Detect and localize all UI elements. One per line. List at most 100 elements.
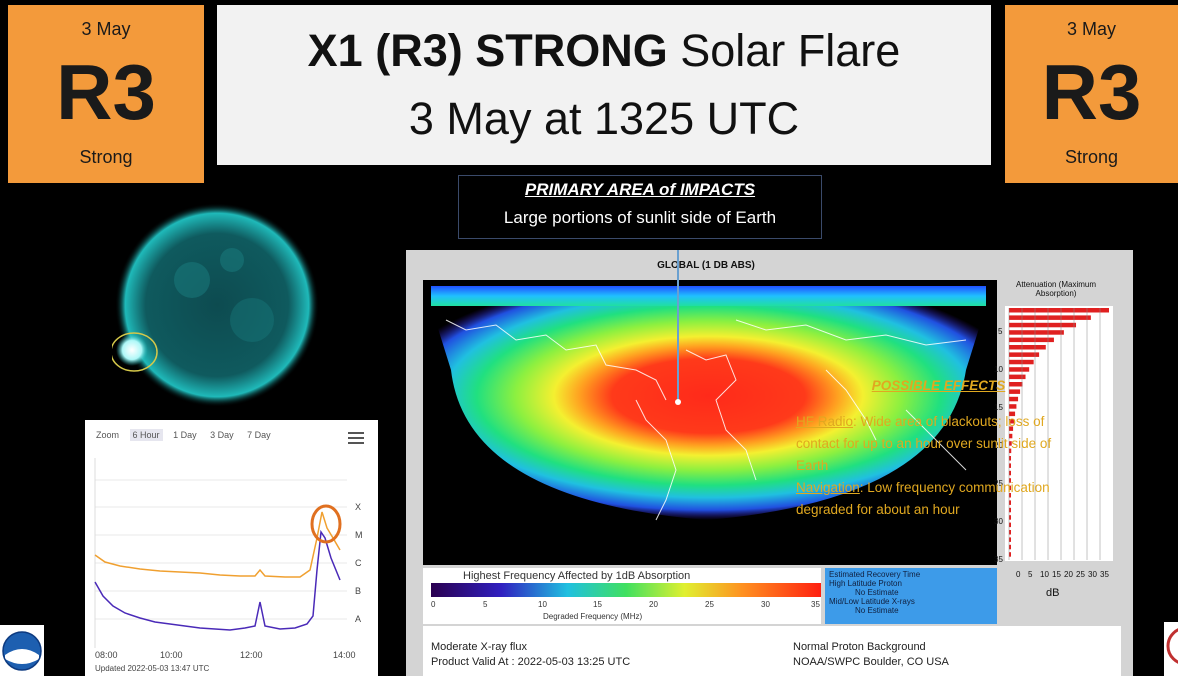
badge-date: 3 May — [1066, 19, 1117, 39]
recovery-title: Estimated Recovery Time — [829, 570, 921, 579]
navigation-label: Navigation — [796, 480, 860, 495]
hf-radio-label: HF Radio — [796, 414, 854, 429]
attenuation-bar — [1009, 345, 1046, 350]
attenuation-bar — [1009, 530, 1011, 535]
class-label-m: M — [355, 530, 363, 540]
attenuation-bar — [1009, 352, 1040, 357]
colorbar-tick: 0 — [431, 600, 436, 609]
impact-box: PRIMARY AREA of IMPACTS Large portions o… — [458, 175, 822, 239]
d-region-absorption-map: GLOBAL (1 DB ABS) — [406, 250, 1133, 676]
attenuation-bar — [1009, 507, 1011, 513]
atten-x-tick: 25 — [1076, 570, 1085, 579]
noaa-logo-icon — [0, 625, 44, 676]
flare-marker — [112, 332, 158, 372]
source-credit: NOAA/SWPC Boulder, CO USA — [793, 656, 949, 668]
attenuation-bar — [1009, 367, 1030, 372]
attenuation-bar — [1009, 419, 1014, 424]
atten-x-tick: 30 — [1088, 570, 1097, 579]
attenuation-bar — [1009, 359, 1034, 365]
r3-badge-left: 3 May R3 Strong — [8, 5, 204, 183]
flare-spot — [116, 334, 148, 366]
recovery-line: No Estimate — [855, 606, 899, 615]
atten-unit: dB — [1046, 587, 1059, 599]
zoom-7-day-button[interactable]: 7 Day — [247, 430, 271, 440]
atten-x-tick: 35 — [1100, 570, 1109, 579]
colorbar-title: Highest Frequency Affected by 1dB Absorp… — [463, 570, 691, 582]
attenuation-bar — [1009, 374, 1026, 380]
hf-radio-effect: HF Radio: Wide area of blackouts; loss o… — [796, 411, 1061, 477]
nws-logo-icon — [1164, 622, 1178, 676]
recovery-time-box: Estimated Recovery Time High Latitude Pr… — [825, 568, 997, 624]
attenuation-bar — [1009, 493, 1011, 498]
atten-x-tick: 5 — [1028, 570, 1033, 579]
map-graphic: 5 10 15 20 25 30 35 0 5 10 15 20 25 30 3… — [423, 250, 1113, 599]
attenuation-bar — [1009, 515, 1011, 520]
title-line-2: 3 May at 1325 UTC — [408, 93, 800, 144]
attenuation-bar — [1009, 456, 1011, 461]
recovery-line: No Estimate — [855, 588, 899, 597]
navigation-text: : Low frequency communication degraded f… — [796, 480, 1050, 517]
zoom-label: Zoom — [96, 430, 120, 440]
class-label-a: A — [355, 614, 361, 624]
r3-badge-right: 3 May R3 Strong — [1005, 5, 1178, 183]
attenuation-bar — [1009, 308, 1109, 313]
goes-plot: X M C B A 08:00 10:00 12:00 14:00 Update… — [94, 458, 363, 673]
colorbar-tick: 10 — [538, 600, 547, 609]
navigation-effect: Navigation: Low frequency communication … — [796, 477, 1061, 521]
class-label-b: B — [355, 586, 361, 596]
attenuation-bar — [1009, 315, 1091, 320]
attenuation-bar — [1009, 404, 1017, 409]
colorbar-tick: 30 — [761, 600, 770, 609]
attenuation-bar — [1009, 544, 1011, 550]
colorbar-tick: 35 — [811, 600, 820, 609]
colorbar-label: Degraded Frequency (MHz) — [543, 612, 643, 621]
sun-image — [112, 203, 319, 407]
possible-effects: POSSIBLE EFFECTS HF Radio: Wide area of … — [796, 375, 1061, 521]
attenuation-bar — [1009, 522, 1011, 528]
short-channel-series — [94, 529, 341, 631]
map-footer: Moderate X-ray flux Product Valid At : 2… — [423, 626, 1121, 676]
zoom-3-day-button[interactable]: 3 Day — [210, 430, 234, 440]
impact-title: PRIMARY AREA of IMPACTS — [524, 180, 756, 199]
attenuation-bar — [1009, 485, 1011, 491]
atten-x-tick: 20 — [1064, 570, 1073, 579]
attenuation-bar — [1009, 463, 1011, 468]
attenuation-bar — [1009, 537, 1011, 542]
badge-label: Strong — [79, 147, 133, 167]
class-label-x: X — [355, 502, 361, 512]
title-rest: Solar Flare — [667, 25, 901, 76]
attenuation-bar — [1009, 433, 1013, 439]
long-channel-series — [94, 511, 341, 578]
atten-x-tick: 15 — [1052, 570, 1061, 579]
hamburger-menu-icon[interactable] — [348, 432, 364, 444]
colorbar — [431, 583, 821, 597]
atten-tick: 20 — [994, 441, 1003, 450]
attenuation-bar — [1009, 448, 1012, 454]
colorbar-panel: Highest Frequency Affected by 1dB Absorp… — [423, 568, 821, 624]
badge-code: R3 — [1041, 48, 1142, 136]
title-box: X1 (R3) STRONG Solar Flare 3 May at 1325… — [217, 5, 991, 165]
x-tick-1400: 14:00 — [333, 650, 356, 660]
attenuation-bar — [1009, 500, 1011, 505]
attenuation-bar — [1009, 552, 1011, 557]
attenuation-bar — [1009, 478, 1011, 483]
proton-status: Normal Proton Background — [793, 641, 926, 653]
attenuation-title: Attenuation (Maximum Absorption) — [1015, 280, 1097, 298]
x-tick-1000: 10:00 — [160, 650, 183, 660]
updated-timestamp: Updated 2022-05-03 13:47 UTC — [95, 664, 210, 673]
badge-code: R3 — [56, 48, 156, 136]
title-line-1: X1 (R3) STRONG Solar Flare — [217, 25, 991, 77]
attenuation-bar — [1009, 337, 1054, 343]
zoom-1-day-button[interactable]: 1 Day — [173, 430, 197, 440]
atten-tick: 10 — [994, 365, 1003, 374]
effects-title: POSSIBLE EFFECTS — [871, 378, 1006, 393]
colorbar-tick: 25 — [705, 600, 714, 609]
attenuation-bar — [1009, 322, 1077, 328]
title-bold: X1 (R3) STRONG — [307, 25, 668, 76]
attenuation-bar — [1009, 470, 1011, 476]
zoom-controls: Zoom 6 Hour 1 Day 3 Day 7 Day — [93, 429, 279, 441]
recovery-line: Mid/Low Latitude X-rays — [829, 597, 915, 606]
zoom-6-hour-button[interactable]: 6 Hour — [129, 429, 163, 441]
atten-tick: 35 — [994, 555, 1003, 564]
flare-highlight-circle — [310, 504, 342, 544]
